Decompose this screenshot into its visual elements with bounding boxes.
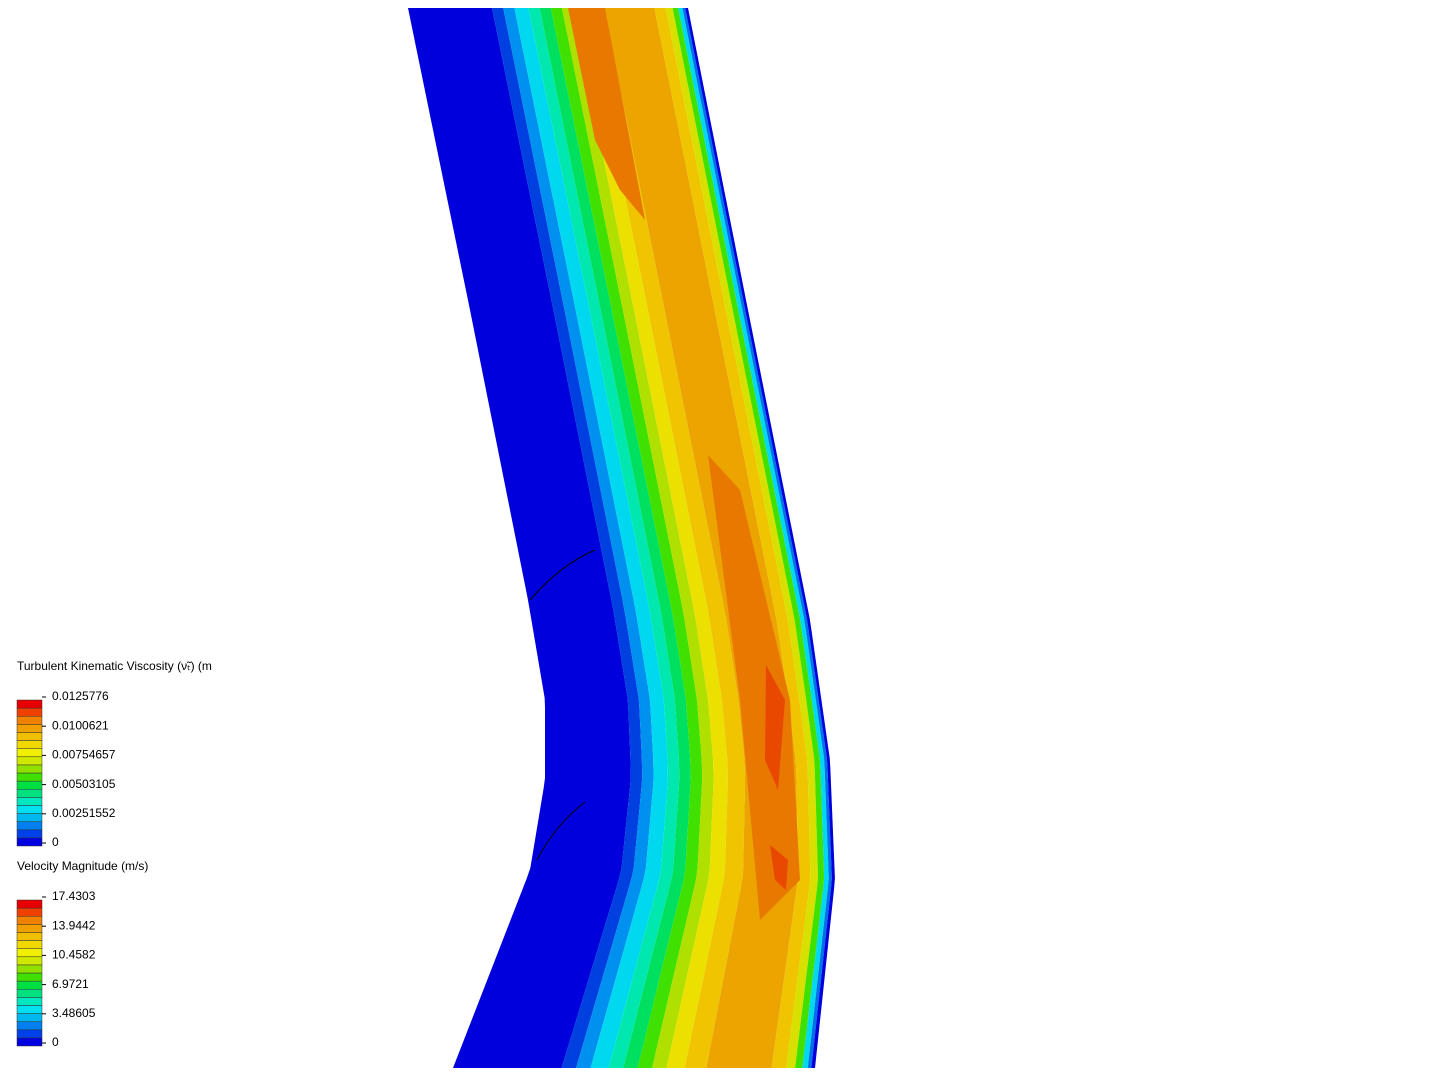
- legend-tick-label: 17.4303: [52, 889, 96, 903]
- legend-swatch: [16, 932, 43, 941]
- legend-swatch: [16, 1005, 43, 1014]
- legend-swatch: [16, 780, 43, 790]
- contour-patch: [770, 845, 788, 890]
- legend-tick-label: 0.00503105: [52, 777, 116, 791]
- legend-swatch: [16, 764, 43, 774]
- legend-tick-label: 0.00754657: [52, 748, 116, 762]
- legend-tick-label: 13.9442: [52, 918, 96, 932]
- legend-swatch: [16, 821, 43, 831]
- legend-swatch: [16, 915, 43, 925]
- legend-swatch: [16, 707, 43, 717]
- legend-swatch: [16, 699, 43, 709]
- boundary-line: [536, 801, 586, 861]
- legend-swatch: [16, 980, 43, 990]
- legend-swatch: [16, 813, 43, 822]
- legend-swatch: [16, 797, 43, 806]
- legend-swatch: [16, 772, 43, 782]
- legend-swatch: [16, 715, 43, 725]
- legend-title: Velocity Magnitude (m/s): [17, 859, 148, 873]
- legend-swatch: [16, 972, 43, 982]
- contour-patch: [568, 8, 645, 220]
- legend-tick-label: 0: [52, 835, 59, 849]
- legend-swatch: [16, 740, 43, 749]
- legend-tick-label: 6.9721: [52, 977, 89, 991]
- legends: Turbulent Kinematic Viscosity (ν̃ₜ) (m 0.…: [16, 659, 212, 1049]
- legend-swatch: [16, 1037, 43, 1047]
- legend-title: Turbulent Kinematic Viscosity (ν̃ₜ) (m: [17, 659, 212, 673]
- contour-patch: [765, 665, 785, 790]
- legend-swatch: [16, 756, 43, 766]
- legend-swatch: [16, 924, 43, 933]
- legend-swatch: [16, 805, 43, 814]
- legend-tick-label: 10.4582: [52, 948, 96, 962]
- legend-swatch: [16, 964, 43, 974]
- legend-tick-label: 0.0125776: [52, 689, 109, 703]
- legend-swatch: [16, 956, 43, 966]
- contour-band: [408, 8, 631, 1068]
- legend-swatch: [16, 907, 43, 917]
- legend-swatch: [16, 940, 43, 949]
- legend-swatch: [16, 829, 43, 839]
- legend-swatch: [16, 997, 43, 1006]
- flow-field: [408, 8, 835, 1068]
- legend-swatch: [16, 837, 43, 847]
- legend-swatch: [16, 1029, 43, 1039]
- legend-tick-label: 0.00251552: [52, 806, 116, 820]
- contour-patch: [708, 455, 800, 920]
- legend-tick-label: 3.48605: [52, 1006, 96, 1020]
- legend-swatch: [16, 988, 43, 998]
- legend-swatch: [16, 1013, 43, 1022]
- contour-band: [654, 8, 811, 1068]
- legend-swatch: [16, 1021, 43, 1031]
- legend-swatch: [16, 788, 43, 798]
- legend-swatch: [16, 948, 43, 958]
- legend-swatch: [16, 748, 43, 758]
- legend-swatch: [16, 724, 43, 733]
- legend-swatch: [16, 899, 43, 909]
- legend-tick-label: 0.0100621: [52, 718, 109, 732]
- contour-band: [665, 8, 818, 1068]
- contour-band: [672, 8, 825, 1068]
- legend-swatch: [16, 732, 43, 741]
- legend-tick-label: 0: [52, 1035, 59, 1049]
- boundary-line: [529, 549, 596, 601]
